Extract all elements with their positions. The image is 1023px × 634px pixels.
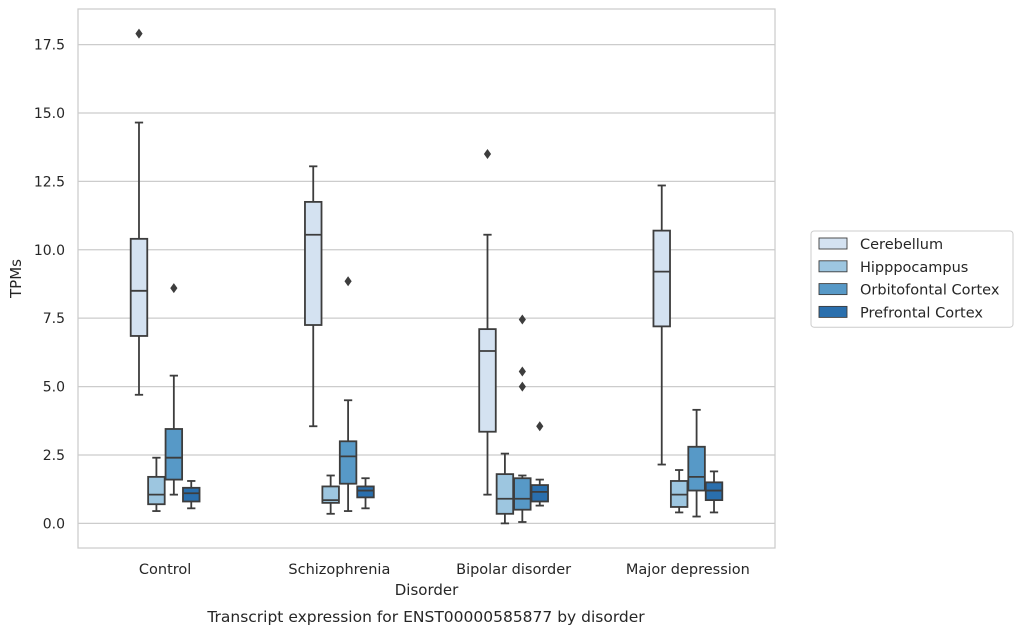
iqr-box xyxy=(687,445,706,492)
iqr-box xyxy=(338,440,358,485)
outlier-point xyxy=(170,283,178,294)
iqr-box xyxy=(652,229,671,328)
box-orbitofontal-cortex xyxy=(164,283,184,496)
outlier-point xyxy=(518,314,526,325)
y-tick-label: 2.5 xyxy=(43,448,65,464)
x-tick-label: Control xyxy=(139,562,191,578)
y-tick-label: 17.5 xyxy=(34,38,65,54)
boxes xyxy=(129,28,724,525)
legend-label: Cerebellum xyxy=(860,237,943,253)
box-cerebellum xyxy=(478,149,497,496)
y-tick-labels: 0.0 2.5 5.0 7.5 10.0 12.5 15.0 17.5 xyxy=(34,38,65,533)
box-prefrontal-cortex xyxy=(356,477,375,510)
box-prefrontal-cortex xyxy=(182,480,201,510)
y-tick-label: 5.0 xyxy=(43,380,65,396)
outlier-point xyxy=(483,149,492,160)
y-tick-label: 0.0 xyxy=(43,516,65,532)
iqr-box xyxy=(530,484,549,503)
legend-label: Orbitofontal Cortex xyxy=(860,283,1000,299)
x-tick-label: Schizophrenia xyxy=(288,562,390,578)
iqr-box xyxy=(129,237,149,337)
chart-caption: Transcript expression for ENST0000058587… xyxy=(206,608,645,626)
box-hipppocampus xyxy=(495,452,515,525)
box-hipppocampus xyxy=(321,474,340,515)
y-tick-label: 10.0 xyxy=(34,243,65,259)
legend-swatch xyxy=(818,260,848,273)
box-orbitofontal-cortex xyxy=(687,408,706,518)
legend-swatch xyxy=(818,283,848,296)
iqr-box xyxy=(356,485,375,499)
box-cerebellum xyxy=(304,165,323,428)
outlier-point xyxy=(536,421,544,432)
iqr-box xyxy=(182,486,201,503)
legend-swatch xyxy=(818,305,848,318)
y-tick-label: 7.5 xyxy=(43,311,65,327)
iqr-box xyxy=(147,475,166,506)
iqr-box xyxy=(478,328,497,433)
outlier-point xyxy=(135,28,143,39)
box-cerebellum xyxy=(652,184,671,466)
outlier-point xyxy=(518,381,526,392)
x-tick-label: Bipolar disorder xyxy=(456,562,571,578)
x-axis-label: Disorder xyxy=(395,581,459,599)
box-hipppocampus xyxy=(669,469,689,514)
outlier-point xyxy=(344,276,352,287)
box-hipppocampus xyxy=(147,456,166,512)
box-orbitofontal-cortex xyxy=(338,276,358,512)
legend-label: Prefrontal Cortex xyxy=(860,305,983,321)
iqr-box xyxy=(164,428,184,481)
gridlines xyxy=(78,43,775,525)
legend: Cerebellum Hipppocampus Orbitofontal Corte… xyxy=(810,230,1014,328)
legend-label: Hipppocampus xyxy=(860,260,968,276)
iqr-box xyxy=(513,477,532,511)
outlier-point xyxy=(518,366,526,377)
iqr-box xyxy=(304,200,323,326)
box-cerebellum xyxy=(129,28,149,396)
x-tick-label: Major depression xyxy=(626,562,750,578)
legend-frame xyxy=(810,230,1014,328)
plot-frame xyxy=(77,8,776,549)
box-prefrontal-cortex xyxy=(530,421,549,507)
x-tick-labels: Control Schizophrenia Bipolar disorder Majo… xyxy=(139,562,750,578)
y-axis-label: TPMs xyxy=(7,259,25,299)
iqr-box xyxy=(495,473,515,515)
y-tick-label: 15.0 xyxy=(34,106,65,122)
y-tick-label: 12.5 xyxy=(34,174,65,190)
legend-swatch xyxy=(818,237,848,250)
iqr-box xyxy=(321,485,340,504)
box-orbitofontal-cortex xyxy=(513,314,532,523)
box-prefrontal-cortex xyxy=(704,470,724,514)
